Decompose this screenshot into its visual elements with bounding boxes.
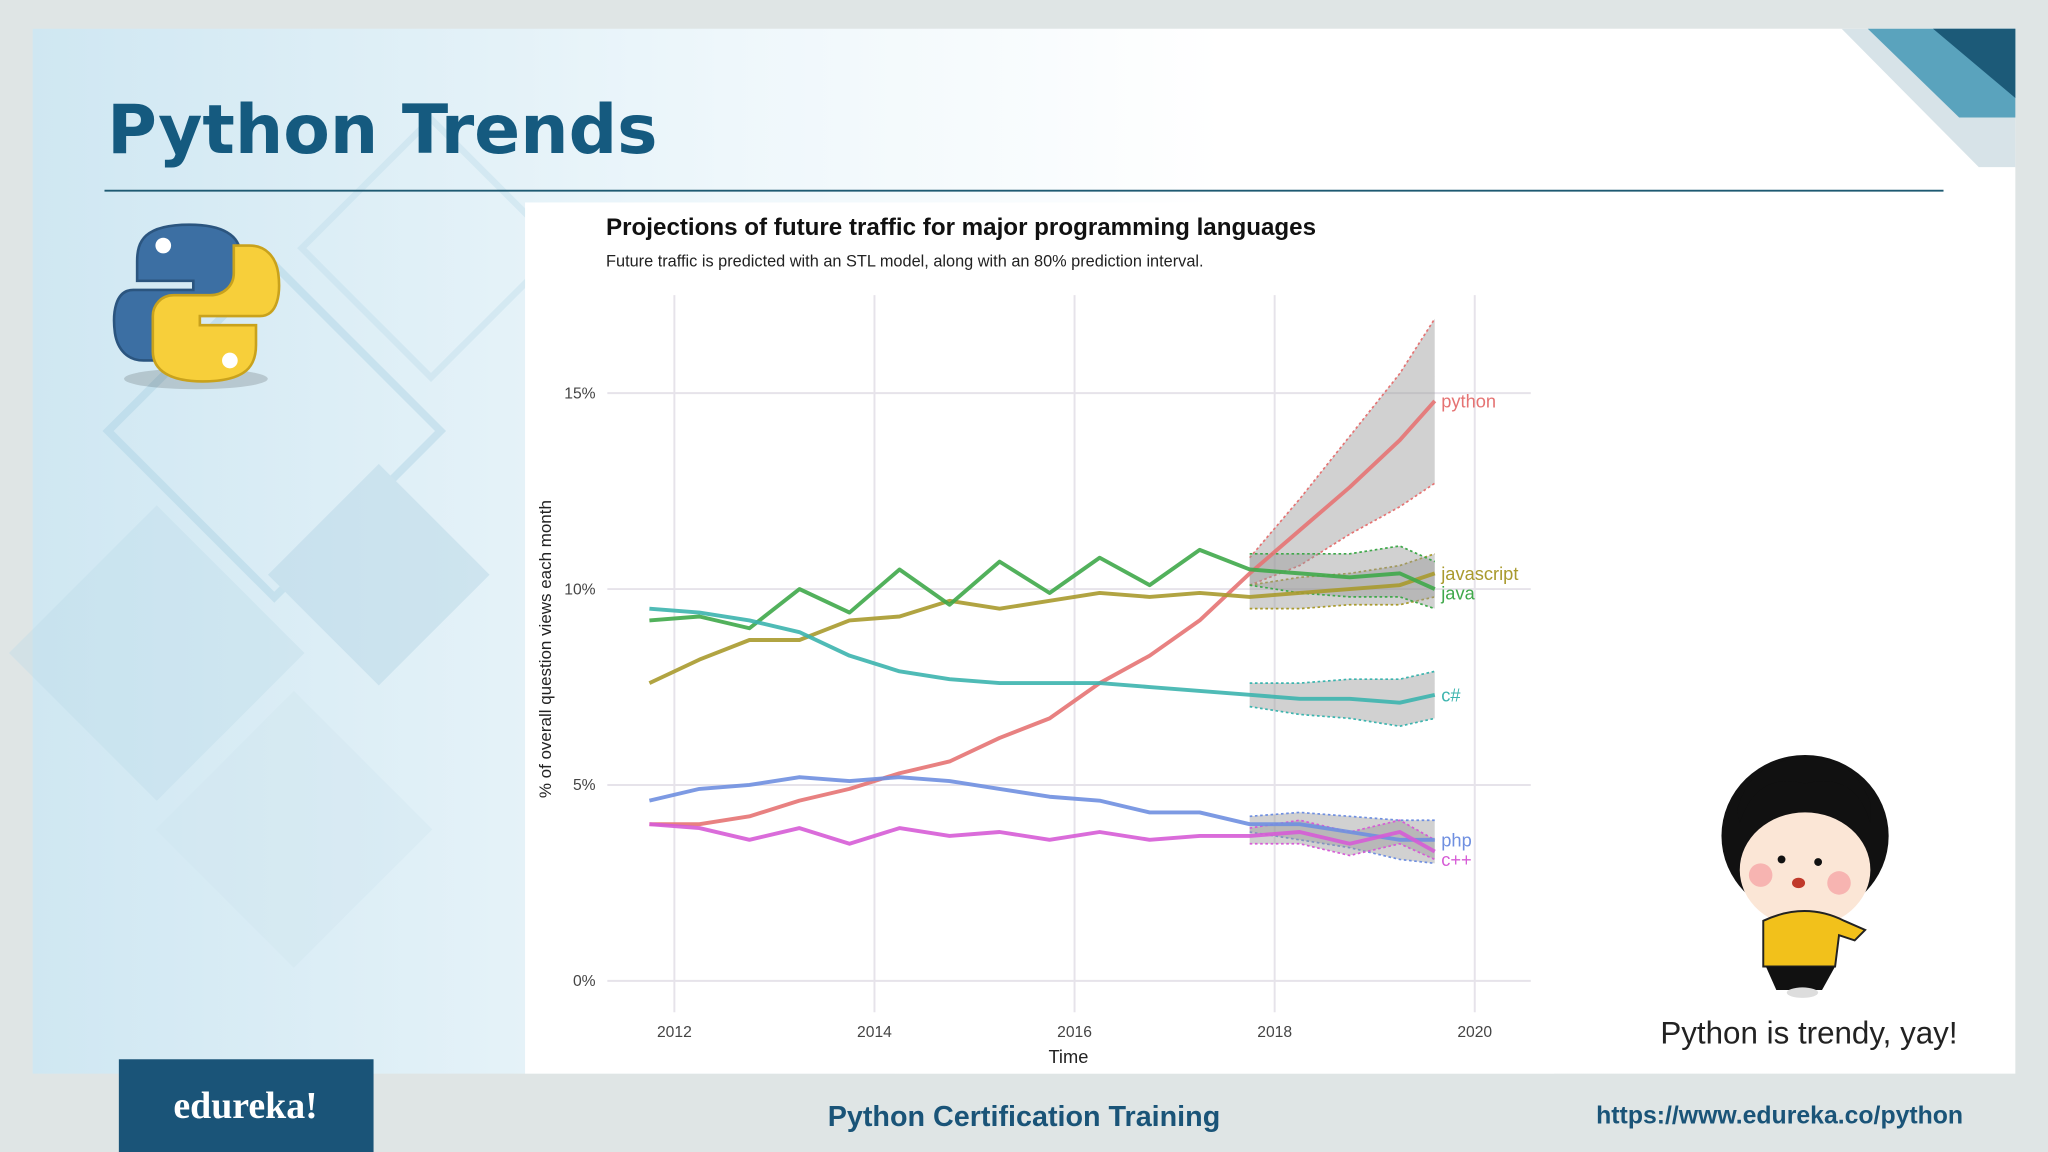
x-tick-label: 2016 [1057, 1024, 1092, 1041]
series-label: php [1441, 829, 1471, 850]
slide-title: Python Trends [107, 91, 658, 170]
band-edge [1249, 545, 1436, 563]
series-line [649, 606, 1436, 705]
series-label: javascript [1440, 563, 1518, 584]
band-edge [1249, 318, 1436, 559]
x-tick-label: 2014 [857, 1024, 892, 1041]
band-edge [1249, 831, 1435, 865]
prediction-band [1249, 820, 1435, 860]
series-line [649, 399, 1437, 827]
band-edge [1249, 842, 1436, 861]
chart-title: Projections of future traffic for major … [606, 214, 1316, 241]
band-edge [1249, 552, 1436, 586]
band-edge [1249, 596, 1435, 610]
y-tick-label: 15% [564, 385, 595, 402]
series-label: java [1440, 583, 1475, 604]
chart-bg [525, 202, 1555, 1074]
logo-box [118, 1059, 374, 1152]
x-axis-label: Time [1048, 1046, 1088, 1067]
series-label: c++ [1441, 849, 1471, 870]
series-line [648, 775, 1435, 842]
y-tick-label: 0% [573, 973, 596, 990]
python-logo [112, 223, 281, 390]
caption: Python is trendy, yay! [1660, 1016, 1957, 1051]
y-tick-label: 5% [573, 777, 596, 794]
logo-text: edureka! [173, 1085, 317, 1127]
mascot [1721, 754, 1889, 998]
footer-title: Python Certification Training [828, 1101, 1221, 1133]
band-edge [1249, 482, 1436, 586]
series-line [649, 822, 1436, 854]
series-line [648, 571, 1436, 685]
y-tick-label: 10% [564, 581, 595, 598]
y-axis-label: % of overall question views each month [536, 500, 555, 798]
band-edge [1249, 584, 1436, 610]
series-label: python [1441, 391, 1496, 412]
band-edge [1249, 670, 1435, 684]
chart-subtitle: Future traffic is predicted with an STL … [606, 252, 1204, 270]
series-label: c# [1441, 684, 1461, 705]
band-edge [1249, 811, 1435, 822]
band-edge [1249, 705, 1435, 728]
x-tick-label: 2020 [1457, 1024, 1492, 1041]
x-tick-label: 2018 [1257, 1024, 1292, 1041]
corner-decoration [1841, 28, 2016, 168]
series-line [649, 547, 1436, 631]
x-tick-label: 2012 [657, 1024, 692, 1041]
plot: 0% 5% 10% 15% 2012 2014 2016 2018 2020 python java… [564, 295, 1531, 1041]
footer-url: https://www.edureka.co/python [1596, 1102, 1963, 1129]
prediction-band [1249, 318, 1435, 586]
